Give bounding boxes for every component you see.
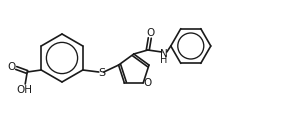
Text: O: O	[147, 28, 155, 38]
Text: O: O	[143, 78, 151, 88]
Text: OH: OH	[16, 85, 32, 95]
Text: S: S	[98, 68, 105, 78]
Text: H: H	[160, 55, 168, 65]
Text: O: O	[7, 62, 15, 72]
Text: N: N	[160, 49, 168, 59]
